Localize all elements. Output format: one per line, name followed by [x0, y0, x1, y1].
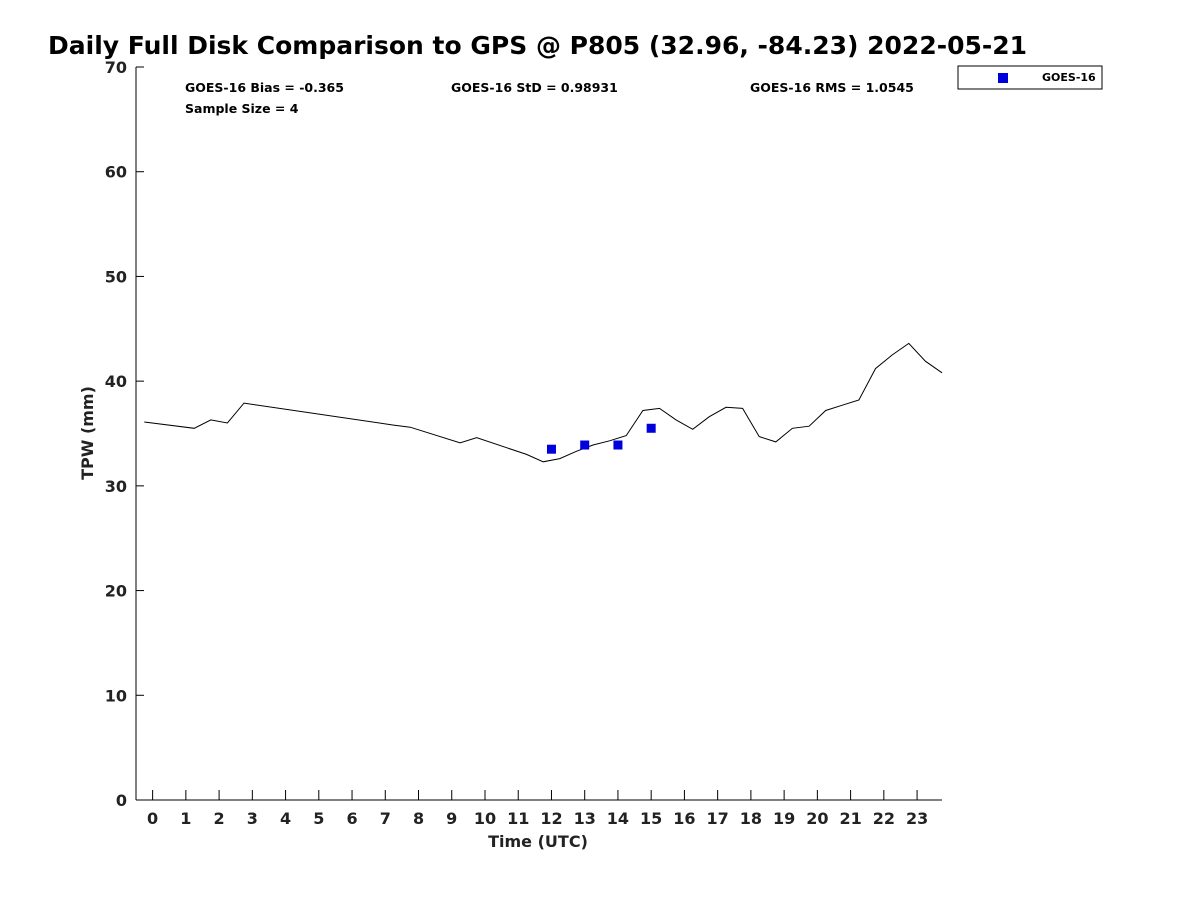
x-tick-label: 18 — [740, 809, 762, 828]
goes16-point — [580, 440, 590, 450]
x-tick-label: 4 — [280, 809, 291, 828]
goes16-point — [646, 423, 656, 433]
y-axis-label: TPW (mm) — [78, 386, 97, 480]
x-tick-label: 17 — [707, 809, 729, 828]
x-axis-label: Time (UTC) — [488, 832, 588, 851]
x-tick-label: 0 — [147, 809, 158, 828]
x-tick-label: 8 — [413, 809, 424, 828]
x-tick-label: 6 — [346, 809, 357, 828]
bias-annotation: GOES-16 Bias = -0.365 — [185, 80, 344, 95]
x-tick-label: 7 — [380, 809, 391, 828]
x-tick-label: 5 — [313, 809, 324, 828]
series-layer — [144, 342, 943, 463]
x-tick-label: 22 — [873, 809, 895, 828]
y-tick-label: 10 — [105, 686, 127, 705]
x-tick-label: 13 — [574, 809, 596, 828]
x-tick-label: 16 — [673, 809, 695, 828]
goes16-point — [546, 444, 556, 454]
x-tick-label: 11 — [507, 809, 529, 828]
legend-label-goes16: GOES-16 — [1042, 71, 1096, 84]
stats-annotations: GOES-16 Bias = -0.365 GOES-16 StD = 0.98… — [185, 80, 914, 116]
x-axis-ticks: 0 1 2 3 4 5 6 7 8 9 10 11 12 13 14 15 16 17 18 19 20 21 22 23 — [147, 790, 928, 828]
x-tick-label: 15 — [640, 809, 662, 828]
legend: GOES-16 — [957, 65, 1103, 90]
y-tick-label: 20 — [105, 582, 127, 601]
gps-tpw-line — [144, 342, 943, 463]
y-tick-label: 30 — [105, 477, 127, 496]
legend-box — [957, 65, 1103, 90]
x-tick-label: 21 — [839, 809, 861, 828]
x-tick-label: 9 — [446, 809, 457, 828]
x-tick-label: 20 — [806, 809, 828, 828]
x-tick-label: 19 — [773, 809, 795, 828]
y-tick-label: 40 — [105, 372, 127, 391]
rms-annotation: GOES-16 RMS = 1.0545 — [750, 80, 914, 95]
y-tick-label: 0 — [116, 791, 127, 810]
x-tick-label: 3 — [247, 809, 258, 828]
x-tick-label: 14 — [607, 809, 629, 828]
x-tick-label: 1 — [180, 809, 191, 828]
y-tick-label: 50 — [105, 267, 127, 286]
y-tick-label: 60 — [105, 163, 127, 182]
goes16-point — [613, 440, 623, 450]
x-tick-label: 2 — [214, 809, 225, 828]
x-tick-label: 12 — [540, 809, 562, 828]
std-annotation: GOES-16 StD = 0.98931 — [451, 80, 618, 95]
sample-size-annotation: Sample Size = 4 — [185, 101, 299, 116]
y-tick-label: 70 — [105, 58, 127, 77]
legend-marker-goes16 — [998, 73, 1008, 83]
x-tick-label: 23 — [906, 809, 928, 828]
y-axis-ticks: 0 10 20 30 40 50 60 70 — [105, 58, 144, 810]
x-tick-label: 10 — [474, 809, 496, 828]
chart-title: Daily Full Disk Comparison to GPS @ P805… — [48, 31, 1027, 60]
